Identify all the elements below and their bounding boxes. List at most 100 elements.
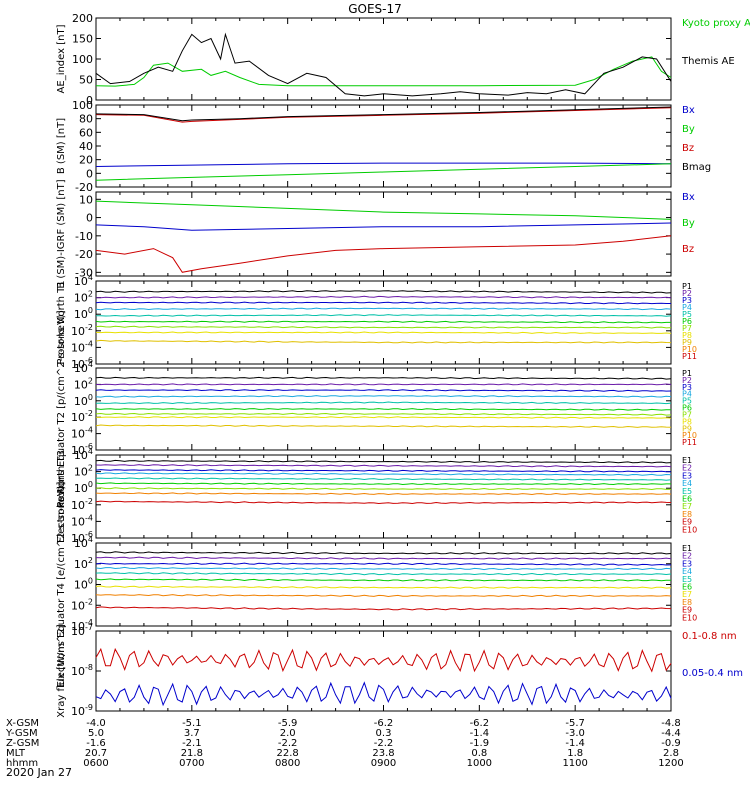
panel-frame <box>95 17 672 101</box>
y-tick-label: -10 <box>75 230 93 243</box>
series-line <box>95 464 672 468</box>
y-tick-label: 20 <box>79 154 93 167</box>
y-tick-label: 100 <box>72 99 93 112</box>
series-line <box>95 416 672 419</box>
legend-label: E7 <box>682 590 692 599</box>
x-axis-value: -5.7 <box>565 718 585 729</box>
x-axis-value: 22.8 <box>277 748 299 759</box>
series-line <box>95 307 672 311</box>
y-tick-label: 104 <box>74 360 93 375</box>
x-axis-value: -1.6 <box>86 738 106 749</box>
series-line <box>95 585 672 589</box>
y-tick-label: 60 <box>79 126 93 139</box>
y-tick-label: 10-4 <box>71 339 93 354</box>
x-axis-value: 1200 <box>658 758 683 769</box>
series-line <box>95 200 672 220</box>
x-axis-value: 0600 <box>83 758 108 769</box>
legend-label: E9 <box>682 518 692 527</box>
y-tick-label: 100 <box>74 577 93 592</box>
date-label: 2020 Jan 27 <box>6 766 72 779</box>
series-line <box>95 647 672 673</box>
series-line <box>95 412 672 416</box>
y-axis-label: Protons North T1 <box>56 280 67 364</box>
legend-label: P7 <box>682 410 692 419</box>
legend-label: E3 <box>682 471 692 480</box>
legend-label: E6 <box>682 495 692 504</box>
legend-label: P8 <box>682 331 692 340</box>
series-line <box>95 56 672 87</box>
x-axis-value: -0.9 <box>661 738 681 749</box>
y-tick-label: 0 <box>86 212 93 225</box>
legend-label: P3 <box>682 296 692 305</box>
x-axis-table: X-GSM -4.0 -5.1 -5.9 -6.2 -6.2 -5.7 -4.8 Y-GSM 5.… <box>5 718 684 769</box>
series-line <box>95 290 672 294</box>
legend-label: P8 <box>682 417 692 426</box>
series-line <box>95 320 671 324</box>
legend-label: P1 <box>682 369 692 378</box>
legend-label: 0.1-0.8 nm <box>682 631 737 642</box>
x-axis-value: -4.8 <box>661 718 681 729</box>
x-axis-row-label: X-GSM <box>6 718 39 729</box>
y-tick-label: 150 <box>72 33 93 46</box>
legend-label: E2 <box>682 464 692 473</box>
series-line <box>95 424 672 428</box>
series-line <box>95 389 672 392</box>
y-tick-label: 100 <box>74 480 93 495</box>
y-tick-label: 10-4 <box>71 426 93 441</box>
x-axis-value: 23.8 <box>372 748 394 759</box>
legend-label: E3 <box>682 559 692 568</box>
legend-label: E8 <box>682 510 692 519</box>
legend-label: 0.05-0.4 nm <box>682 668 743 679</box>
x-axis-row-label: Z-GSM <box>6 738 39 749</box>
legend-label: E9 <box>682 606 692 615</box>
y-tick-label: 102 <box>74 376 93 391</box>
x-axis-value: 21.8 <box>181 748 203 759</box>
y-axis-label: Xray flux [W/m^2] <box>56 624 67 718</box>
x-axis-value: 2.0 <box>280 728 296 739</box>
legend-label: P4 <box>682 390 692 399</box>
series-line <box>95 477 672 481</box>
y-tick-label: 100 <box>74 306 93 321</box>
y-tick-label: 0 <box>86 167 93 180</box>
series-line <box>95 295 672 299</box>
y-tick-label: 100 <box>74 393 93 408</box>
y-tick-label: 10-2 <box>71 497 93 512</box>
y-tick-label: 50 <box>79 74 93 87</box>
panel-frame <box>95 630 672 712</box>
x-axis-value: -2.1 <box>182 738 202 749</box>
y-axis-label: B (SM)-IGRF (SM) [nT] <box>56 179 67 288</box>
series-line <box>95 482 671 486</box>
legend-label: P11 <box>682 352 697 361</box>
legend-label: P1 <box>682 282 692 291</box>
series-line <box>95 459 672 464</box>
x-axis-value: 2.8 <box>663 748 679 759</box>
series-line <box>95 566 672 571</box>
series-line <box>95 32 672 97</box>
y-tick-label: 10-7 <box>71 623 93 638</box>
x-axis-value: -4.4 <box>661 728 681 739</box>
y-tick-label: -20 <box>75 248 93 261</box>
y-tick-label: 10-2 <box>71 597 93 612</box>
series-line <box>95 681 672 707</box>
legend-label: P5 <box>682 310 692 319</box>
series-line <box>95 235 672 273</box>
series-line <box>95 339 672 344</box>
legend-label: P3 <box>682 383 692 392</box>
x-axis-value: -4.0 <box>86 718 106 729</box>
x-axis-row-label: Y-GSM <box>5 728 38 739</box>
legend-label: P6 <box>682 317 692 326</box>
y-tick-label: 40 <box>79 140 93 153</box>
x-axis-value: -6.2 <box>470 718 490 729</box>
series-line <box>95 401 672 405</box>
legend-label: By <box>682 218 695 229</box>
y-axis-label: AE_index [nT] <box>56 24 67 93</box>
legend-label: Bz <box>682 143 694 154</box>
legend-label: E1 <box>682 544 692 553</box>
panel-3: -30 -20 -10 0 10 B (SM)-IGRF (SM) [nT] Bx By Bz <box>56 179 695 288</box>
series-line <box>95 331 672 334</box>
